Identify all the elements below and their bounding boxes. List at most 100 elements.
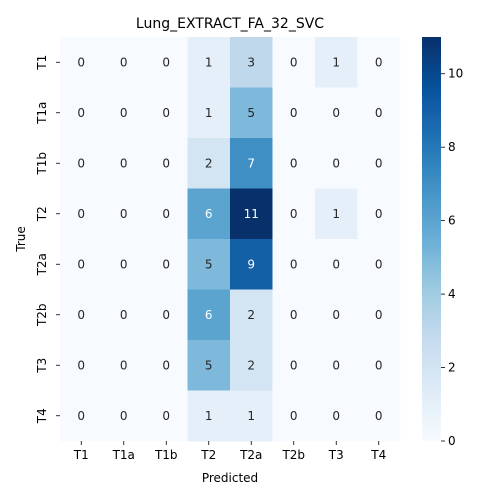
cell-value-label: 0 [162,106,170,120]
heatmap-cell [315,289,358,341]
heatmap-cell [145,188,188,240]
heatmap-cell [102,87,146,139]
cell-value-label: 0 [120,257,128,271]
heatmap-cell [315,188,358,240]
heatmap-cell [357,289,401,341]
cell-value-label: 0 [162,409,170,423]
y-axis-ticks: T1 T1a T1b T2 T2a T2b T3 T4 [35,55,60,424]
cell-value-label: 0 [375,409,383,423]
heatmap-cell [272,188,316,240]
cell-value-label: 0 [332,358,340,372]
heatmap-cell [357,138,401,189]
cell-value-label: 0 [77,156,85,170]
heatmap-cell [230,390,273,442]
cell-value-label: 7 [247,156,255,170]
heatmap-cell [230,289,273,341]
heatmap-cell [102,37,146,88]
x-tick-label: T1a [112,448,135,462]
colorbar-tick-label: 2 [448,361,456,375]
cell-value-label: 2 [247,358,255,372]
cell-value-label: 0 [375,358,383,372]
heatmap-cell [315,87,358,139]
cell-value-label: 0 [120,207,128,221]
x-tick-label: T4 [370,448,386,462]
cell-value-label: 6 [205,207,213,221]
y-tick-label: T1a [35,102,49,125]
cell-value-label: 0 [162,358,170,372]
colorbar-tick-label: 0 [448,434,456,448]
cell-value-label: 0 [120,308,128,322]
heatmap-cell [187,289,231,341]
x-tick-label: T2b [281,448,305,462]
heatmap-cell [60,188,103,240]
cell-value-label: 0 [120,55,128,69]
cell-value-label: 1 [205,55,213,69]
cell-value-label: 0 [77,358,85,372]
heatmap-cell [145,239,188,290]
cell-value-label: 0 [77,308,85,322]
heatmap-cell [357,340,401,391]
heatmap-cell [272,340,316,391]
cell-value-label: 0 [375,257,383,271]
cell-value-label: 0 [290,358,298,372]
colorbar-tick-label: 10 [448,67,463,81]
cell-value-label: 0 [375,156,383,170]
heatmap-cell [60,340,103,391]
heatmap-cell [230,239,273,290]
heatmap-cell [230,87,273,139]
x-tick-label: T1 [73,448,89,462]
x-tick-label: T2 [200,448,216,462]
y-tick-label: T2a [35,253,49,276]
heatmap-cell [315,37,358,88]
chart-title: Lung_EXTRACT_FA_32_SVC [136,16,324,32]
heatmap-cell [187,390,231,442]
cell-value-label: 5 [247,106,255,120]
heatmap-cell [60,239,103,290]
cell-value-label: 0 [290,257,298,271]
cell-value-label: 0 [162,308,170,322]
colorbar-tick-label: 6 [448,214,456,228]
cell-value-label: 6 [205,308,213,322]
cell-value-label: 0 [77,55,85,69]
y-tick-label: T1 [35,55,49,71]
cell-value-label: 0 [332,156,340,170]
cell-value-label: 0 [290,156,298,170]
heatmap-cell [357,188,401,240]
heatmap-cell [187,37,231,88]
heatmap-cell [272,138,316,189]
heatmap-cell [187,87,231,139]
heatmap-cell [272,289,316,341]
cell-value-label: 11 [244,207,259,221]
cell-value-label: 2 [205,156,213,170]
cell-value-label: 1 [332,55,340,69]
cell-value-label: 0 [375,207,383,221]
heatmap-cell [315,138,358,189]
cell-value-label: 0 [120,106,128,120]
heatmap-cell [230,37,273,88]
colorbar [422,37,441,441]
cell-value-label: 5 [205,358,213,372]
heatmap-cell [60,289,103,341]
cell-value-label: 0 [77,207,85,221]
heatmap-cell [102,289,146,341]
cell-value-label: 0 [332,308,340,322]
cell-value-label: 0 [162,257,170,271]
heatmap-cell [145,37,188,88]
cell-value-label: 5 [205,257,213,271]
cell-value-label: 0 [290,55,298,69]
heatmap-cell [145,87,188,139]
cell-value-label: 2 [247,308,255,322]
cell-value-label: 0 [332,409,340,423]
cell-value-label: 0 [77,409,85,423]
cell-value-label: 0 [375,308,383,322]
y-tick-label: T1b [35,152,49,176]
cell-value-label: 0 [290,106,298,120]
heatmap-cell [272,239,316,290]
cell-value-label: 0 [162,156,170,170]
heatmap-cell [60,138,103,189]
heatmap-cell [230,138,273,189]
cell-value-label: 0 [77,106,85,120]
y-axis-label: True [14,226,28,253]
